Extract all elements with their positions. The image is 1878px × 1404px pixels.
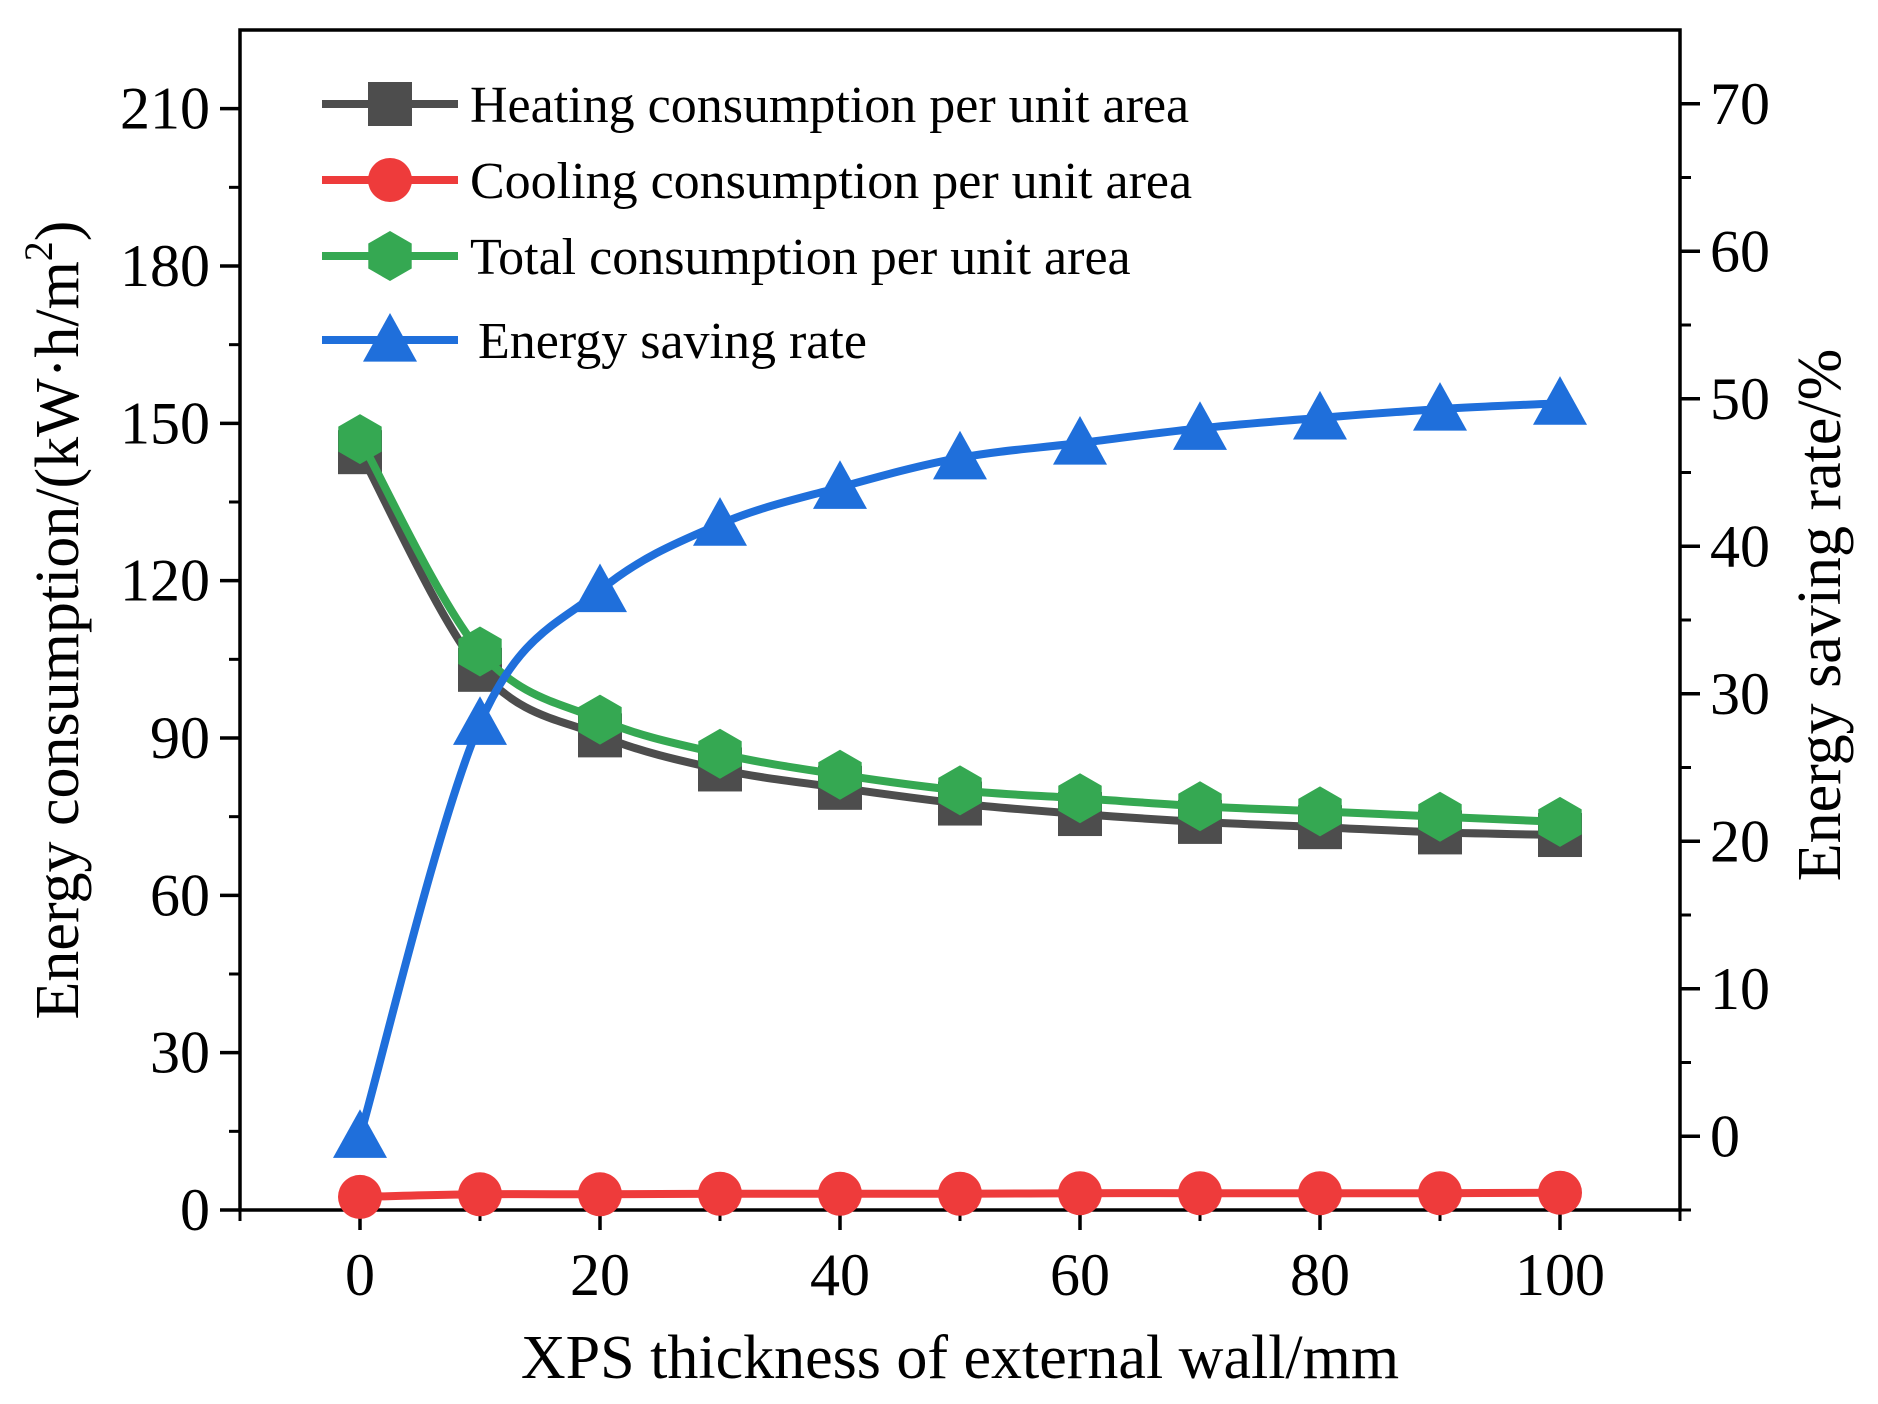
data-point bbox=[1413, 382, 1467, 431]
legend-marker bbox=[368, 231, 412, 281]
data-point bbox=[1298, 786, 1342, 837]
left-axis-title-main: Energy consumption/(kW·h/m bbox=[24, 261, 92, 1019]
data-point bbox=[1178, 1171, 1222, 1216]
legend-item: Total consumption per unit area bbox=[322, 229, 1131, 286]
right-tick-label: 10 bbox=[1710, 956, 1770, 1022]
right-tick-label: 20 bbox=[1710, 808, 1770, 874]
data-point bbox=[698, 728, 742, 779]
left-axis-ticks: 0 30 60 90 120 150 180 210 bbox=[120, 76, 240, 1243]
left-tick-label: 150 bbox=[120, 390, 210, 456]
right-tick-label: 0 bbox=[1710, 1103, 1740, 1169]
left-tick-label: 30 bbox=[150, 1020, 210, 1086]
series-circle bbox=[338, 1170, 1582, 1219]
x-tick-label: 40 bbox=[810, 1242, 870, 1308]
data-point bbox=[578, 694, 622, 745]
series-layer bbox=[333, 376, 1587, 1219]
data-point bbox=[333, 1109, 387, 1158]
data-point bbox=[698, 1171, 742, 1216]
legend: Heating consumption per unit area Cooling… bbox=[322, 77, 1192, 370]
legend-marker bbox=[368, 158, 412, 202]
legend-label: Heating consumption per unit area bbox=[470, 77, 1189, 134]
data-point bbox=[813, 460, 867, 509]
data-point bbox=[1538, 1170, 1582, 1215]
legend-label: Cooling consumption per unit area bbox=[470, 153, 1192, 210]
data-point bbox=[1178, 781, 1222, 832]
data-point bbox=[1533, 376, 1587, 425]
left-tick-label: 0 bbox=[180, 1177, 210, 1243]
left-tick-label: 90 bbox=[150, 705, 210, 771]
x-tick-label: 100 bbox=[1515, 1242, 1605, 1308]
left-tick-label: 210 bbox=[120, 76, 210, 142]
data-point bbox=[338, 1174, 382, 1219]
data-point bbox=[458, 1172, 502, 1217]
data-point bbox=[933, 430, 987, 480]
data-point bbox=[1173, 401, 1227, 450]
legend-item: Heating consumption per unit area bbox=[322, 77, 1189, 134]
right-axis-title: Energy saving rate/% bbox=[1786, 349, 1854, 882]
data-point bbox=[1293, 390, 1347, 440]
data-point bbox=[573, 563, 627, 613]
x-axis-title: XPS thickness of external wall/mm bbox=[521, 1324, 1399, 1392]
left-axis-title: Energy consumption/(kW·h/m2) bbox=[16, 221, 92, 1020]
legend-label: Total consumption per unit area bbox=[470, 229, 1131, 286]
legend-label: Energy saving rate bbox=[478, 313, 867, 370]
data-point bbox=[1053, 416, 1107, 465]
data-point bbox=[1058, 1171, 1102, 1216]
legend-marker bbox=[363, 313, 417, 362]
right-tick-label: 50 bbox=[1710, 366, 1770, 432]
right-tick-label: 40 bbox=[1710, 513, 1770, 579]
left-tick-label: 120 bbox=[120, 548, 210, 614]
data-point bbox=[818, 1171, 862, 1216]
data-point bbox=[938, 765, 982, 816]
data-point bbox=[458, 626, 502, 677]
left-tick-label: 180 bbox=[120, 233, 210, 299]
series-triangle bbox=[333, 376, 1587, 1158]
data-point bbox=[453, 696, 507, 745]
legend-item: Energy saving rate bbox=[322, 313, 867, 370]
right-axis-ticks: 0 10 20 30 40 50 60 70 bbox=[1680, 71, 1770, 1212]
left-axis-title-close: ) bbox=[24, 221, 92, 242]
data-point bbox=[1058, 773, 1102, 824]
left-tick-label: 60 bbox=[150, 862, 210, 928]
data-point bbox=[578, 1172, 622, 1217]
legend-marker bbox=[368, 82, 412, 126]
data-point bbox=[1418, 791, 1462, 842]
left-axis-title-superscript: 2 bbox=[16, 241, 61, 261]
bottom-axis-ticks: 0 20 40 60 80 100 bbox=[238, 1210, 1682, 1308]
right-tick-label: 30 bbox=[1710, 661, 1770, 727]
x-tick-label: 80 bbox=[1290, 1242, 1350, 1308]
x-tick-label: 0 bbox=[345, 1242, 375, 1308]
data-point bbox=[1298, 1171, 1342, 1216]
series-hexagon bbox=[338, 414, 1582, 847]
x-tick-label: 20 bbox=[570, 1242, 630, 1308]
data-point bbox=[1538, 796, 1582, 847]
data-point bbox=[938, 1171, 982, 1216]
right-tick-label: 60 bbox=[1710, 218, 1770, 284]
right-tick-label: 70 bbox=[1710, 71, 1770, 137]
legend-item: Cooling consumption per unit area bbox=[322, 153, 1192, 210]
data-point bbox=[818, 749, 862, 800]
x-tick-label: 60 bbox=[1050, 1242, 1110, 1308]
data-point bbox=[1418, 1171, 1462, 1216]
data-point bbox=[693, 497, 747, 546]
data-point bbox=[338, 414, 382, 465]
